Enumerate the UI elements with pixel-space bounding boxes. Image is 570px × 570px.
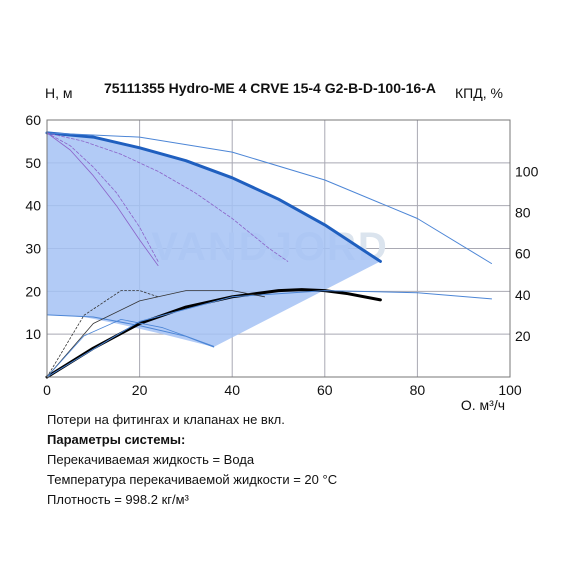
series-reduced-speed-1 (46, 132, 289, 262)
series-layer (45, 131, 492, 379)
notes-fittings-line: Потери на фитингах и клапанах не вкл. (47, 412, 285, 427)
series-reduced-speed-3 (46, 132, 159, 266)
notes-temperature-line: Температура перекачиваемой жидкости = 20… (47, 472, 338, 487)
series-reduced-speed-2 (46, 132, 159, 262)
y-axis-right-label: КПД, % (455, 85, 503, 101)
y-right-tick-label: 80 (515, 205, 531, 221)
y-left-tick-label: 30 (25, 241, 41, 257)
y-right-tick-label: 100 (515, 163, 539, 179)
y-right-tick-label: 60 (515, 246, 531, 262)
x-tick-label: 0 (43, 382, 51, 398)
series-efficiency-max-speed (46, 290, 492, 378)
y-right-tick-label: 20 (515, 328, 531, 344)
chart-title: 75111355 Hydro-ME 4 CRVE 15-4 G2-B-D-100… (104, 80, 436, 96)
y-axis-left-label: H, м (45, 85, 73, 101)
notes-density-line: Плотность = 998.2 кг/м³ (47, 492, 189, 507)
x-tick-label: 100 (498, 382, 522, 398)
tick-labels: 0 20 40 60 80 100 10 20 30 40 50 60 20 40 60 80 100 (25, 112, 538, 398)
operating-area (47, 132, 381, 348)
series-extended-head-curve (46, 132, 492, 264)
y-right-tick-label: 40 (515, 287, 531, 303)
series-max-head-curve (45, 131, 382, 263)
y-left-tick-label: 10 (25, 326, 41, 342)
y-left-tick-label: 50 (25, 155, 41, 171)
y-left-tick-label: 60 (25, 112, 41, 128)
series-efficiency-speed-2 (46, 290, 265, 378)
x-tick-label: 80 (410, 382, 426, 398)
x-tick-label: 20 (132, 382, 148, 398)
x-axis-label: Q, м³/ч (461, 397, 505, 410)
series-efficiency-speed-3 (46, 290, 159, 378)
x-tick-label: 60 (317, 382, 333, 398)
x-tick-label: 40 (224, 382, 240, 398)
y-left-tick-label: 40 (25, 198, 41, 214)
operating-area-layer (47, 132, 381, 348)
y-left-tick-label: 20 (25, 283, 41, 299)
pump-curve-chart: VANDJORD 0204060801001020304050602040608… (25, 80, 538, 410)
notes-heading: Параметры системы: (47, 432, 186, 447)
notes-liquid-line: Перекачиваемая жидкость = Вода (47, 452, 255, 467)
series-efficiency-min-speed (46, 319, 215, 378)
system-notes: Потери на фитингах и клапанах не вкл. Па… (47, 410, 547, 510)
plot-frame (46, 119, 511, 378)
